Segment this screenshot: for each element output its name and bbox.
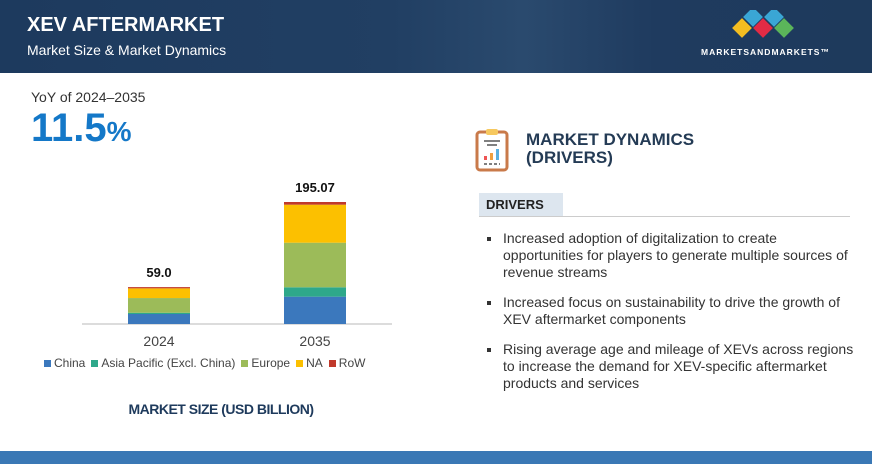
- drivers-tab: DRIVERS: [479, 193, 563, 217]
- marketsandmarkets-logo-icon: [732, 10, 794, 38]
- bar-segment-china-2035: [284, 296, 346, 324]
- bar-segment-asia-2035: [284, 287, 346, 297]
- dynamics-title-line1: MARKET DYNAMICS: [526, 130, 695, 149]
- bar-segment-asia-2024: [128, 312, 190, 314]
- divider: [479, 216, 850, 217]
- driver-item: Rising average age and mileage of XEVs a…: [486, 341, 856, 392]
- yoy-value: 11.5%: [31, 106, 132, 151]
- clipboard-chart-icon: [475, 129, 509, 172]
- legend-item: NA: [296, 356, 323, 370]
- total-label: 59.0: [146, 265, 171, 280]
- bar-segment-row-2024: [128, 287, 190, 289]
- legend-swatch: [296, 359, 304, 367]
- legend-swatch: [241, 359, 249, 367]
- footer-bar: [0, 451, 872, 464]
- market-dynamics-title: MARKET DYNAMICS (DRIVERS): [526, 131, 694, 167]
- legend-swatch: [91, 359, 99, 367]
- page-title: XEV AFTERMARKET: [27, 14, 225, 36]
- page-subtitle: Market Size & Market Dynamics: [27, 42, 227, 58]
- legend-label: RoW: [338, 356, 366, 370]
- logo-text: MARKETSANDMARKETS™: [701, 47, 830, 57]
- x-tick-label: 2024: [143, 333, 174, 349]
- bar-segment-europe-2035: [284, 242, 346, 288]
- legend-label: Europe: [251, 356, 291, 370]
- driver-item: Increased focus on sustainability to dri…: [486, 294, 856, 328]
- yoy-unit: %: [106, 116, 132, 147]
- drivers-list: Increased adoption of digitalization to …: [486, 230, 856, 405]
- legend-item: Europe: [241, 356, 290, 370]
- legend-label: China: [54, 356, 86, 370]
- bar-segment-row-2035: [284, 202, 346, 205]
- legend-item: RoW: [328, 356, 366, 370]
- legend-label: NA: [306, 356, 323, 370]
- chart-legend: China Asia Pacific (Excl. China) Europe NA R…: [44, 356, 365, 370]
- total-label: 195.07: [295, 180, 335, 195]
- bar-segment-na-2035: [284, 204, 346, 243]
- x-tick-label: 2035: [299, 333, 330, 349]
- market-size-chart: 59.0 2024 195.07 2035: [82, 180, 392, 349]
- header-banner: XEV AFTERMARKET Market Size & Market Dyn…: [0, 0, 872, 73]
- legend-label: Asia Pacific (Excl. China): [101, 356, 236, 370]
- legend-swatch: [44, 359, 51, 367]
- driver-item: Increased adoption of digitalization to …: [486, 230, 856, 281]
- bar-segment-na-2024: [128, 288, 190, 299]
- legend-swatch: [328, 359, 336, 367]
- bar-segment-china-2024: [128, 313, 190, 324]
- yoy-label: YoY of 2024–2035: [31, 89, 146, 105]
- chart-x-label: MARKET SIZE (USD BILLION): [128, 401, 314, 417]
- yoy-number: 11.5: [31, 106, 107, 150]
- legend-item: Asia Pacific (Excl. China): [91, 356, 235, 370]
- bar-segment-europe-2024: [128, 298, 190, 313]
- legend-item: China: [44, 356, 85, 370]
- dynamics-title-line2: (DRIVERS): [526, 148, 613, 167]
